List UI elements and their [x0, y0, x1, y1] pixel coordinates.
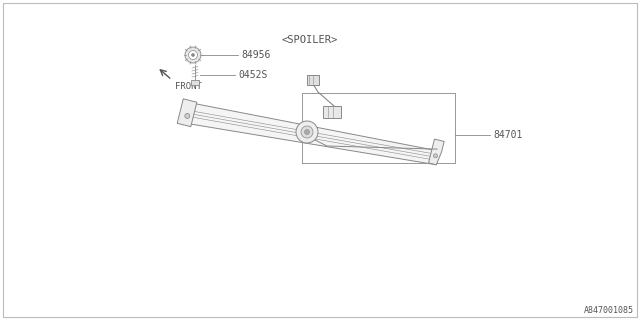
Circle shape: [185, 113, 190, 118]
FancyBboxPatch shape: [191, 80, 199, 85]
Polygon shape: [186, 103, 440, 165]
Circle shape: [296, 121, 318, 143]
Circle shape: [305, 130, 310, 134]
Text: 0452S: 0452S: [238, 70, 268, 80]
Circle shape: [185, 47, 201, 63]
FancyBboxPatch shape: [307, 75, 319, 85]
Circle shape: [189, 51, 198, 60]
FancyBboxPatch shape: [323, 106, 341, 118]
Text: A847001085: A847001085: [584, 306, 634, 315]
Polygon shape: [429, 139, 444, 165]
Circle shape: [433, 154, 438, 158]
Text: <SPOILER>: <SPOILER>: [282, 35, 338, 45]
Text: FRONT: FRONT: [175, 82, 202, 91]
Circle shape: [301, 126, 313, 138]
Polygon shape: [177, 99, 197, 127]
Text: 84956: 84956: [241, 50, 270, 60]
Text: 84701: 84701: [493, 130, 522, 140]
Circle shape: [191, 53, 195, 57]
